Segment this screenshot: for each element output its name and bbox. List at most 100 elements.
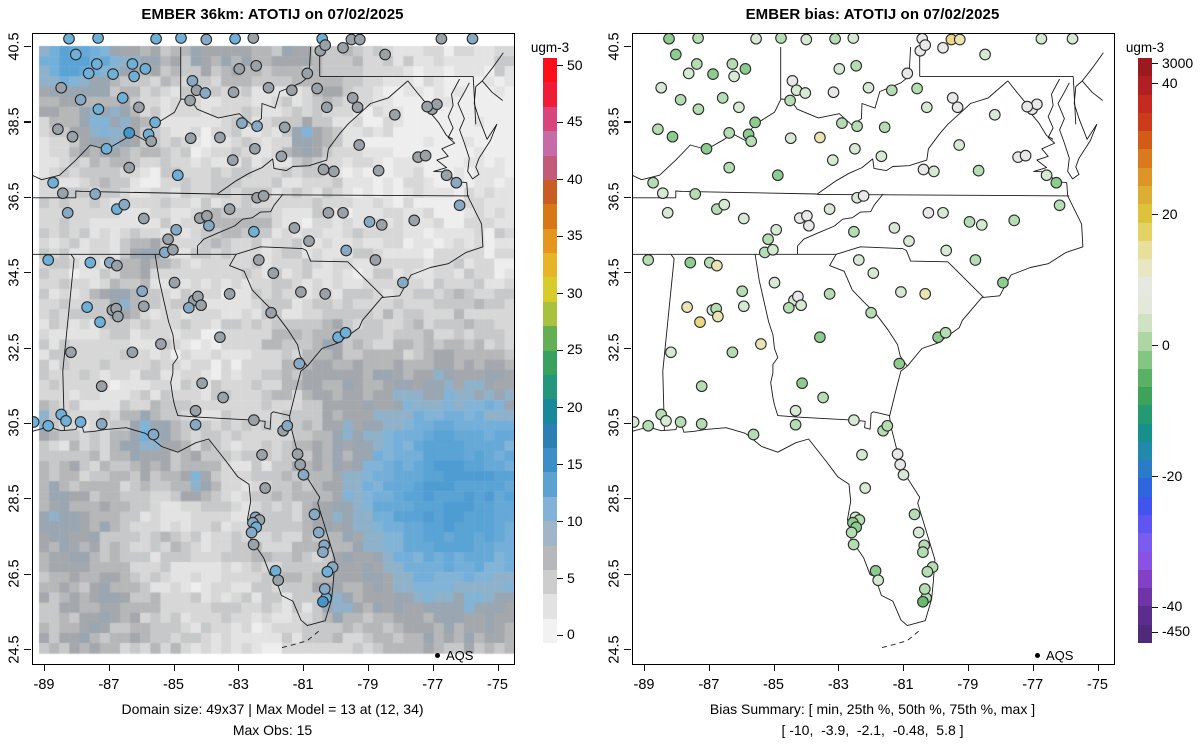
station-bias-dot	[1019, 149, 1032, 162]
station-bias-dot	[660, 415, 672, 427]
colorbar-segment	[543, 472, 557, 497]
map-border-ohio-river	[633, 46, 912, 181]
colorbar-segment	[543, 448, 557, 473]
station-bias-dot	[823, 203, 836, 215]
station-bias-dot	[895, 286, 907, 298]
station-bias-dot	[951, 101, 964, 114]
station-bias-dot	[745, 135, 758, 148]
colorbar-segment	[1138, 240, 1152, 260]
colorbar-tick-label: -450	[1162, 623, 1191, 640]
colorbar-segment	[1138, 313, 1152, 333]
right-panel-title: EMBER bias: ATOTIJ on 07/02/2025	[745, 6, 1000, 23]
station-model-dot	[155, 338, 167, 350]
station-model-dot	[74, 93, 87, 106]
station-model-dot	[186, 75, 199, 87]
station-bias-dot	[733, 101, 745, 114]
station-bias-dot	[826, 154, 839, 166]
colorbar-tick-label: 30	[567, 284, 583, 301]
x-axis-tick	[367, 664, 370, 671]
station-bias-dot	[726, 58, 739, 70]
station-model-dot	[303, 235, 315, 247]
station-bias-dot	[789, 418, 802, 431]
map-coast-delaware-bay	[1081, 52, 1104, 101]
station-bias-dot	[712, 310, 724, 323]
station-bias-dot	[919, 288, 932, 300]
station-model-dot	[252, 254, 265, 266]
station-bias-dot	[782, 301, 795, 314]
station-model-dot	[285, 84, 298, 97]
y-axis-tick	[624, 272, 631, 274]
station-model-dot	[256, 448, 268, 461]
station-model-dot	[353, 34, 366, 46]
station-bias-dot	[1008, 214, 1021, 227]
station-model-dot	[267, 267, 280, 279]
station-model-dot	[388, 108, 401, 121]
station-bias-dot	[852, 254, 865, 266]
colorbar-tick-label: -20	[1162, 467, 1183, 484]
station-bias-dot	[975, 219, 988, 231]
station-bias-dot	[681, 301, 693, 313]
station-bias-dot	[814, 331, 826, 344]
station-bias-dot	[829, 34, 841, 45]
station-model-dot	[61, 206, 74, 219]
station-bias-dot	[655, 81, 668, 94]
station-bias-dot	[689, 188, 702, 200]
colorbar-tick	[1152, 63, 1158, 65]
station-bias-dot	[888, 222, 901, 234]
station-bias-dot	[784, 132, 797, 145]
colorbar-tick-label: 3000	[1162, 54, 1194, 71]
station-model-dot	[56, 187, 69, 200]
station-bias-dot	[750, 34, 762, 45]
station-model-dot	[308, 508, 321, 521]
colorbar-segment	[1138, 606, 1152, 625]
station-bias-dot	[762, 233, 774, 246]
station-bias-dot	[920, 101, 933, 114]
aqs-legend: AQS	[1035, 648, 1073, 663]
station-bias-dot	[656, 187, 669, 200]
station-bias-dot	[1066, 34, 1079, 45]
station-bias-dot	[937, 41, 949, 54]
station-model-dot	[397, 276, 409, 289]
station-bias-dot	[1053, 199, 1066, 212]
station-bias-dot	[928, 165, 940, 178]
colorbar-segment	[1138, 533, 1152, 552]
station-model-dot	[63, 34, 75, 45]
colorbar-tick	[557, 179, 563, 181]
station-model-dot	[214, 331, 226, 344]
station-bias-dot	[669, 48, 682, 61]
station-model-dot	[126, 58, 139, 70]
station-model-dot	[272, 574, 285, 587]
station-model-dot	[236, 117, 248, 129]
station-bias-dot	[692, 103, 705, 116]
colorbar-segment	[1138, 441, 1152, 461]
station-model-dot	[251, 120, 263, 133]
station-model-dot	[147, 428, 160, 441]
colorbar-tick	[557, 578, 563, 580]
station-model-dot	[150, 34, 162, 45]
colorbar-segment	[1138, 131, 1152, 150]
y-axis-tick	[24, 498, 31, 500]
x-axis-tick-label: -75	[1087, 677, 1108, 693]
station-model-dot	[118, 198, 131, 211]
station-model-dot	[189, 418, 202, 431]
map-border-ga-fl	[174, 404, 290, 430]
station-bias-dot	[1021, 100, 1034, 113]
y-axis-tick	[24, 196, 31, 198]
x-axis-tick	[838, 664, 840, 671]
colorbar-tick-label: 0	[567, 626, 575, 643]
station-model-dot	[92, 103, 105, 116]
station-model-dot	[199, 87, 212, 99]
station-bias-dot	[885, 84, 898, 97]
colorbar-tick	[557, 65, 563, 67]
map-border-tn-nc	[197, 193, 284, 247]
y-axis-tick	[24, 649, 31, 651]
x-axis-tick	[644, 664, 646, 671]
station-bias-dot	[795, 299, 807, 312]
station-bias-dot	[768, 276, 781, 289]
station-bias-dot	[911, 82, 923, 95]
station-bias-dot	[865, 306, 877, 319]
station-model-dot	[278, 121, 291, 134]
colorbar-segment	[1138, 259, 1152, 278]
station-bias-dot	[716, 92, 729, 104]
station-model-dot	[60, 415, 72, 427]
